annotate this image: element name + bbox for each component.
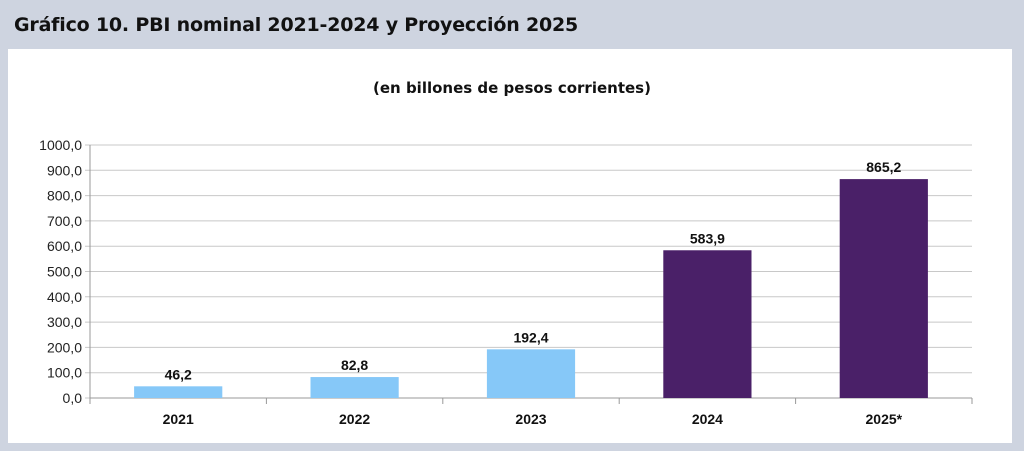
x-axis-ticks: 2021 2022 2023 2024 2025*	[163, 411, 903, 427]
data-label: 46,2	[165, 366, 192, 382]
bar	[839, 179, 928, 398]
chart-subtitle: (en billones de pesos corrientes)	[373, 79, 651, 97]
y-tick-label: 700,0	[47, 213, 82, 229]
y-axis-ticks: 0,0 100,0 200,0 300,0 400,0 500,0 600,0 700,0 80…	[39, 137, 82, 406]
bar	[486, 349, 576, 398]
y-tick-label: 400,0	[47, 289, 82, 305]
y-tick-label: 300,0	[47, 314, 82, 330]
x-tick-label: 2024	[692, 411, 723, 427]
bar	[134, 386, 223, 398]
y-tick-label: 800,0	[47, 188, 82, 204]
y-tick-label: 100,0	[47, 365, 82, 381]
x-tick-label: 2025*	[866, 411, 903, 427]
gridlines	[85, 144, 973, 404]
data-label: 865,2	[866, 159, 901, 175]
y-tick-label: 600,0	[47, 238, 82, 254]
bars	[134, 179, 928, 398]
x-tick-label: 2021	[163, 411, 194, 427]
x-tick-label: 2023	[515, 411, 546, 427]
y-tick-label: 900,0	[47, 162, 82, 178]
data-labels: 46,2 82,8 192,4 583,9 865,2	[165, 159, 902, 382]
data-label: 192,4	[513, 329, 548, 345]
data-label: 583,9	[690, 230, 725, 246]
data-label: 82,8	[341, 357, 368, 373]
bar	[663, 250, 752, 398]
y-tick-label: 1000,0	[39, 137, 82, 153]
chart-title: Gráfico 10. PBI nominal 2021-2024 y Proy…	[14, 14, 579, 36]
bar	[310, 377, 399, 398]
y-tick-label: 200,0	[47, 339, 82, 355]
x-tick-label: 2022	[339, 411, 370, 427]
y-tick-label: 0,0	[63, 390, 83, 406]
y-tick-label: 500,0	[47, 264, 82, 280]
